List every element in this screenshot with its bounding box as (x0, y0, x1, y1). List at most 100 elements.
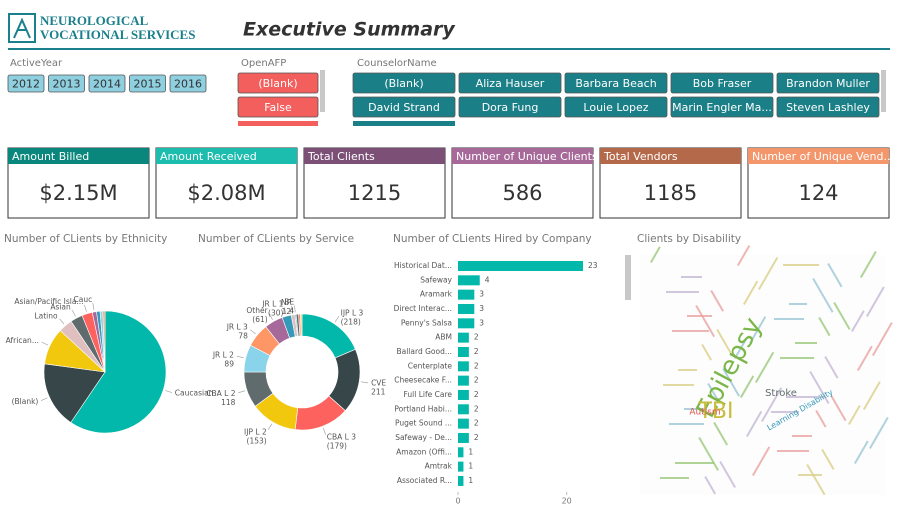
slicer-button[interactable] (238, 121, 318, 126)
slicer-button[interactable] (458, 72, 562, 94)
slicer-button[interactable] (88, 74, 126, 93)
y-tick-label: Puget Sound ... (395, 419, 452, 428)
slicer-button[interactable] (670, 96, 774, 118)
slicer-button[interactable] (352, 96, 456, 118)
noise-word (710, 290, 724, 312)
category-label: CBA L 3 (327, 432, 356, 441)
card-header (748, 148, 889, 164)
noise-word (733, 339, 747, 359)
card-header (452, 148, 593, 164)
slicer-button-label[interactable]: Bob Fraser (693, 77, 752, 90)
noise-word (737, 245, 751, 267)
word: TBI (697, 399, 733, 424)
x-tick-label: 0 (455, 497, 460, 506)
scrollbar[interactable] (625, 255, 631, 300)
leader-line (71, 310, 76, 317)
slicer-button-label[interactable]: 2013 (53, 78, 81, 91)
x-tick-label: 20 (562, 497, 572, 506)
scrollbar[interactable] (320, 70, 325, 112)
slicer-button-label[interactable]: False (264, 101, 292, 114)
noise-word (848, 404, 861, 426)
noise-word (812, 278, 834, 313)
leader-line (268, 313, 273, 320)
data-label: 3 (479, 318, 484, 327)
leader-line (59, 318, 65, 325)
category-label: IJP L 2 (244, 427, 267, 436)
slicer-button-label[interactable]: Louie Lopez (583, 101, 648, 114)
data-label: 89 (224, 359, 234, 368)
y-tick-label: Safeway (420, 275, 452, 284)
card-title: Number of Unique Vend... (752, 150, 894, 163)
slicer-button-label[interactable]: 2016 (174, 78, 202, 91)
y-tick-label: Amtrak (425, 462, 453, 471)
category-label: Asian/Pacific Isla... (14, 297, 83, 306)
slicer-button-label[interactable]: 2014 (93, 78, 121, 91)
wordcloud-noise (650, 245, 893, 496)
slicer-button-label[interactable]: (Blank) (384, 77, 423, 90)
slicer-button-label[interactable]: (Blank) (258, 77, 297, 90)
slicer-button[interactable] (7, 74, 45, 93)
data-label: 118 (221, 398, 236, 407)
card-title: Amount Received (160, 150, 257, 163)
slicer-button[interactable] (237, 96, 319, 118)
category-label: Cauc (74, 295, 93, 304)
noise-word (695, 305, 715, 338)
slice-label: African... (6, 336, 39, 345)
slicer-button-label[interactable]: Dora Fung (482, 101, 539, 114)
slicer-button[interactable] (48, 74, 85, 93)
category-label: Asian (50, 303, 71, 312)
slicer-button[interactable] (458, 96, 562, 118)
slicer-button[interactable] (169, 74, 207, 93)
noise-word (669, 423, 704, 425)
leader-line (165, 390, 173, 393)
slicer-button[interactable] (352, 72, 456, 94)
slice-label: JR L 3 78 (226, 323, 248, 341)
slicer-button-label[interactable]: 2012 (12, 78, 40, 91)
slicer-button-label[interactable]: Steven Lashley (786, 101, 870, 114)
slicer-button[interactable] (670, 72, 774, 94)
category-label: JR L 3 (226, 323, 248, 332)
slicer-button-label[interactable]: Barbara Beach (575, 77, 656, 90)
leader-line (361, 381, 369, 384)
slicer-button[interactable] (776, 96, 880, 118)
bar (458, 289, 475, 300)
leader-line (283, 307, 287, 315)
slicer-button[interactable] (564, 96, 668, 118)
slicer-button[interactable] (353, 121, 455, 126)
leader-line (267, 423, 273, 431)
slicer-button-label[interactable]: Brandon Muller (786, 77, 870, 90)
slicer-button[interactable] (564, 72, 668, 94)
noise-word (758, 256, 779, 291)
slicer-button-label[interactable]: Marin Engler Ma... (672, 101, 772, 114)
slicer-title: OpenAFP (241, 58, 286, 69)
slicer-button[interactable] (776, 72, 880, 94)
bar (458, 389, 469, 400)
noise-word (869, 416, 889, 449)
y-tick-label: Historical Dat... (394, 261, 452, 270)
slice-label: IJP L 2 (153) (244, 427, 267, 445)
card-value: 1185 (644, 181, 697, 205)
chart-title: Number of CLients by Service (198, 233, 354, 245)
data-label: 4 (485, 275, 490, 284)
noise-word (818, 317, 831, 337)
chart-title: Clients by Disability (637, 233, 741, 245)
slicer-button-label[interactable]: Aliza Hauser (476, 77, 545, 90)
card-header (8, 148, 149, 164)
slicer-button[interactable] (129, 74, 166, 93)
noise-word (650, 246, 661, 264)
data-label: (179) (327, 441, 347, 450)
slice-label: Cauc (74, 295, 93, 304)
scrollbar[interactable] (881, 70, 886, 112)
slicer-button-label[interactable]: David Strand (368, 101, 440, 114)
slicer-button[interactable] (237, 72, 319, 94)
slicer-button-label[interactable]: 2015 (134, 78, 162, 91)
y-tick-label: Associated R... (397, 476, 452, 485)
category-label: BE (284, 297, 294, 306)
noise-word (851, 310, 865, 332)
leader-line (294, 305, 296, 313)
card-value: $2.15M (39, 181, 117, 205)
y-tick-label: Safeway - De... (395, 433, 452, 442)
noise-word (684, 408, 707, 410)
